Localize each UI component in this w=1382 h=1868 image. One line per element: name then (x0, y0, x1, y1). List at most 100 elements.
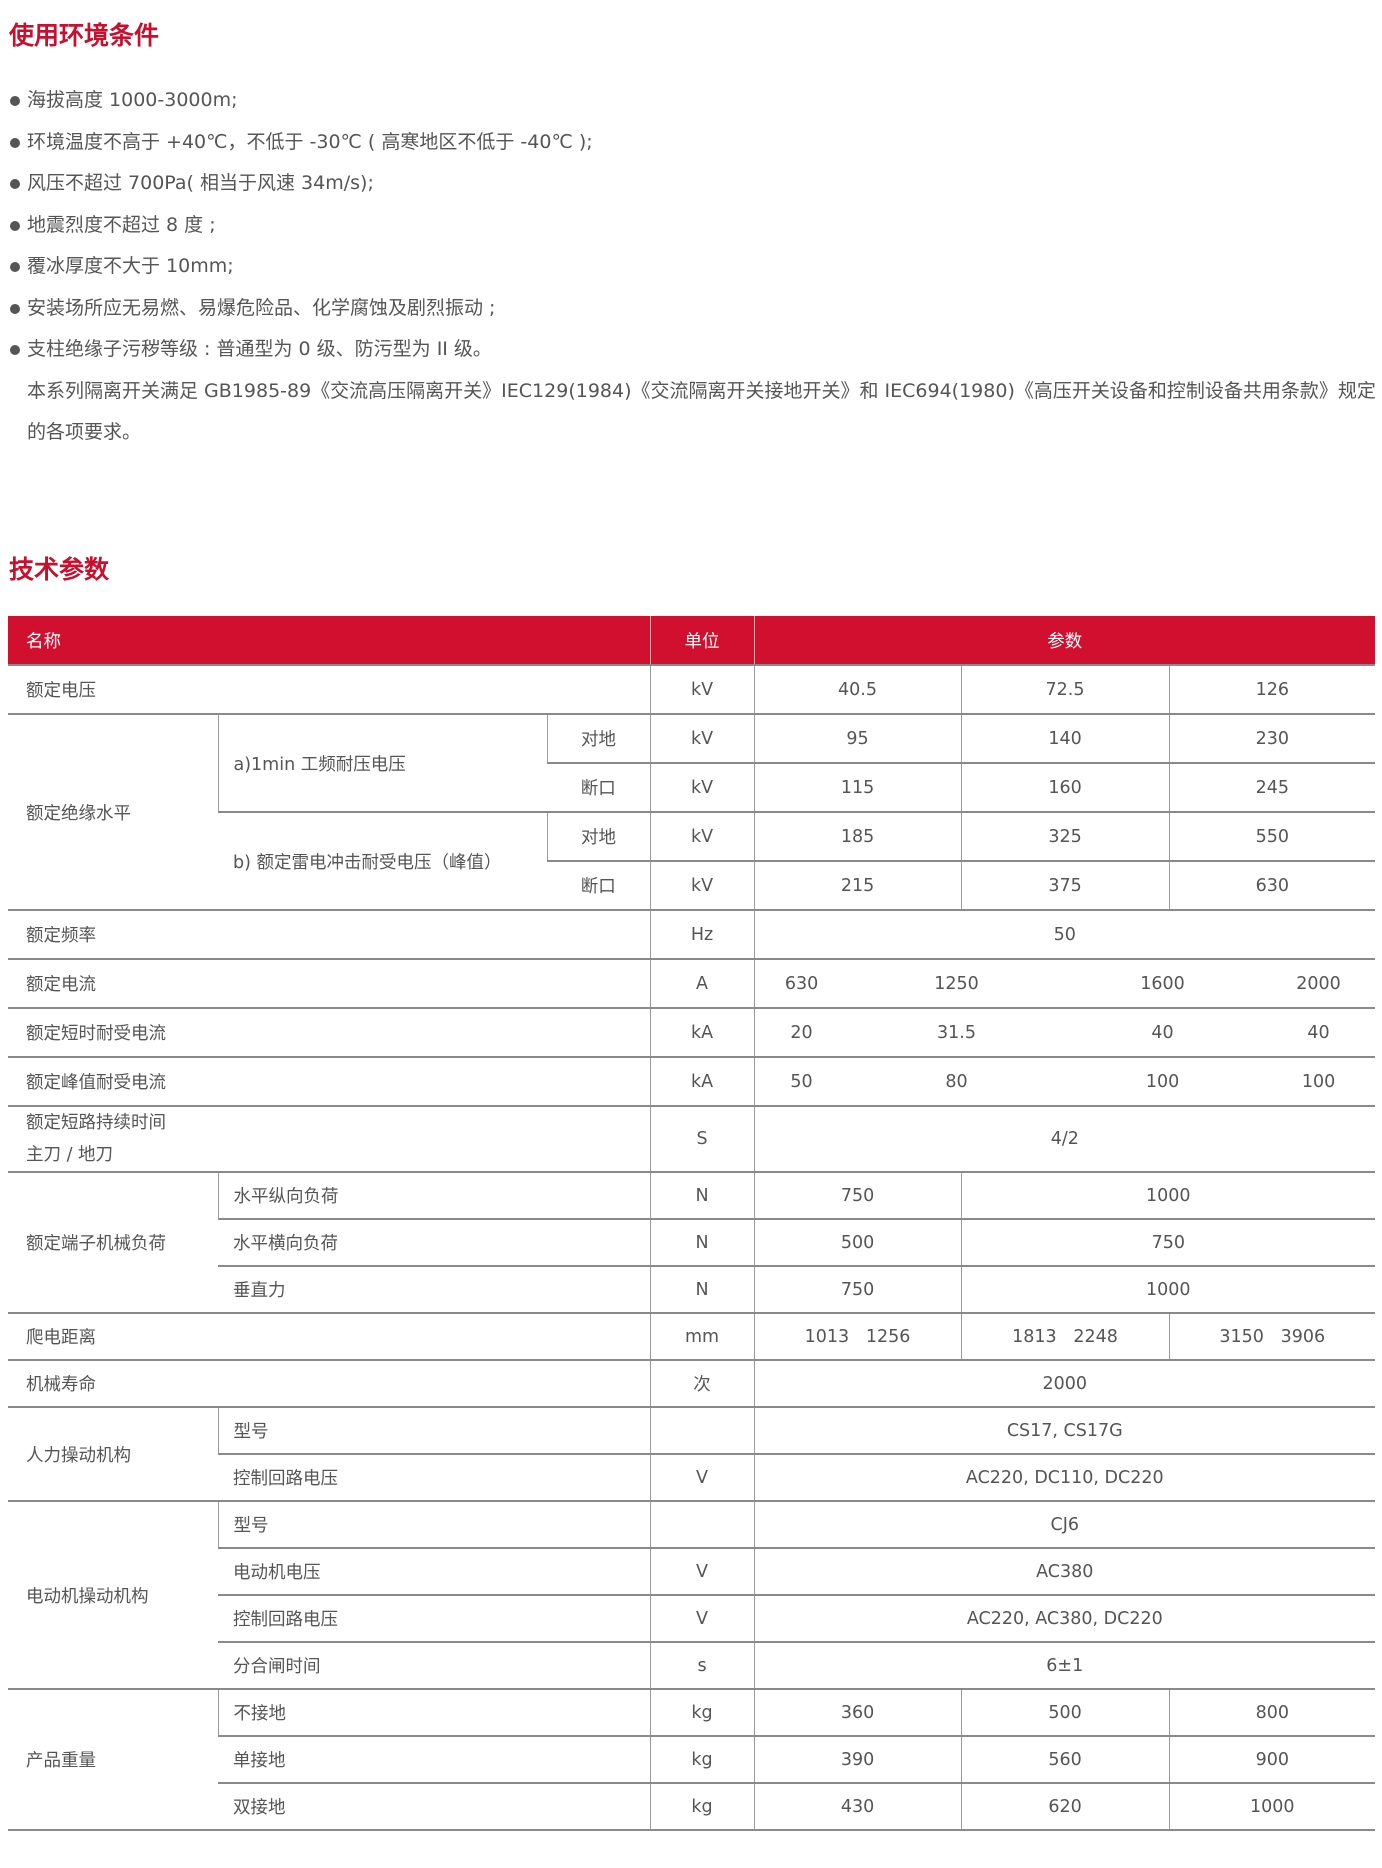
unit: kg (649, 1736, 755, 1784)
label-line: 主刀 / 地刀 (26, 1145, 114, 1165)
value: 800 (1168, 1689, 1376, 1737)
value: 40 (1307, 1022, 1330, 1043)
label-line: 额定短路持续时间 (26, 1113, 166, 1133)
row-label: 产品重量 (8, 1689, 218, 1831)
row-label: 机械寿命 (8, 1360, 651, 1408)
sub-label: 断口 (547, 861, 651, 911)
sub-label: a)1min 工频耐压电压 (217, 714, 547, 813)
value: 185 (753, 812, 962, 862)
value: 900 (1168, 1736, 1376, 1784)
sub-label: 单接地 (218, 1736, 651, 1784)
sub-label: 型号 (217, 1407, 651, 1455)
unit: V (649, 1595, 755, 1643)
unit: kA (649, 1057, 755, 1107)
list-item: 覆冰厚度不大于 10mm; (9, 246, 1379, 288)
list-item: 安装场所应无易燃、易爆危险品、化学腐蚀及剧烈振动 ; (9, 288, 1379, 330)
table-row: 垂直力 N 750 1000 (8, 1266, 1376, 1314)
table-row: 控制回路电压 V AC220, AC380, DC220 (8, 1595, 1376, 1643)
sub-label: 控制回路电压 (218, 1595, 651, 1643)
value: 100 (1145, 1071, 1180, 1092)
sub-label: 水平横向负荷 (218, 1219, 651, 1267)
unit: S (649, 1106, 755, 1173)
table-row: 额定短时耐受电流 kA 20 31.5 40 40 (8, 1008, 1376, 1058)
table-row: 分合闸时间 s 6±1 (8, 1642, 1376, 1690)
table-row: 人力操动机构 型号 CS17, CS17G (8, 1407, 1376, 1502)
spec-table: 名称 单位 参数 额定电压 kV 40.5 72.5 126 额定绝缘水平 a)… (8, 616, 1376, 1831)
table-row: 双接地 kg 430 620 1000 (8, 1783, 1376, 1831)
table-row: 额定频率 Hz 50 (8, 910, 1376, 960)
header-params: 参数 (753, 616, 1376, 666)
unit: V (649, 1548, 755, 1596)
unit: kg (649, 1783, 755, 1831)
value: 620 (960, 1783, 1170, 1831)
table-row: 额定电压 kV 40.5 72.5 126 (8, 665, 1376, 715)
value: 3150 3906 (1168, 1313, 1376, 1361)
table-header: 名称 单位 参数 (8, 616, 1376, 666)
sub-label: 分合闸时间 (218, 1642, 651, 1690)
value: 1000 (960, 1266, 1376, 1314)
row-label: 额定短时耐受电流 (8, 1008, 651, 1058)
list-item: 环境温度不高于 +40℃，不低于 -30℃ ( 高寒地区不低于 -40℃ ); (9, 122, 1379, 164)
table-row: 额定峰值耐受电流 kA 50 80 100 100 (8, 1057, 1376, 1107)
table-row: 单接地 kg 390 560 900 (8, 1736, 1376, 1784)
value: 550 (1168, 812, 1376, 862)
table-row: 产品重量 不接地 kg 360 500 800 (8, 1689, 1376, 1831)
unit: N (649, 1266, 755, 1314)
row-label: 额定端子机械负荷 (8, 1172, 218, 1314)
value: 126 (1168, 665, 1376, 715)
unit: s (649, 1642, 755, 1690)
row-label: 额定频率 (8, 910, 651, 960)
unit: kV (649, 861, 755, 911)
standards-note: 本系列隔离开关满足 GB1985-89《交流高压隔离开关》IEC129(1984… (27, 379, 1376, 444)
value: 4/2 (753, 1106, 1376, 1173)
value: 375 (960, 861, 1170, 911)
sub-label: 断口 (547, 763, 651, 813)
unit: kV (649, 763, 755, 813)
value: 390 (753, 1736, 962, 1784)
table-row: 机械寿命 次 2000 (8, 1360, 1376, 1408)
sub-label: 电动机电压 (218, 1548, 651, 1596)
value: 72.5 (960, 665, 1170, 715)
sub-label: 双接地 (218, 1783, 651, 1831)
table-row: 额定绝缘水平 a)1min 工频耐压电压 对地 kV 95 140 230 (8, 714, 1376, 911)
value: 100 (1301, 1071, 1336, 1092)
sub-label: 型号 (217, 1501, 651, 1549)
unit: Hz (649, 910, 755, 960)
table-row: 控制回路电压 V AC220, DC110, DC220 (8, 1454, 1376, 1502)
sub-label: 垂直力 (218, 1266, 651, 1314)
value: 50 (790, 1071, 813, 1092)
value: 80 (945, 1071, 968, 1092)
value: 1000 (1168, 1783, 1376, 1831)
sub-label: 不接地 (217, 1689, 651, 1737)
sub-label: 水平纵向负荷 (217, 1172, 651, 1220)
unit (649, 1501, 755, 1549)
value: 2000 (1296, 973, 1341, 994)
value: 40 (1151, 1022, 1174, 1043)
row-label: 额定绝缘水平 (8, 714, 218, 911)
value: 560 (960, 1736, 1170, 1784)
table-row: 额定短路持续时间 主刀 / 地刀 S 4/2 (8, 1106, 1376, 1173)
unit: kg (649, 1689, 755, 1737)
value: AC220, DC110, DC220 (753, 1454, 1376, 1502)
value: 215 (753, 861, 962, 911)
unit: V (649, 1454, 755, 1502)
value: 95 (753, 714, 962, 764)
value: 750 (753, 1172, 962, 1220)
value: 1000 (960, 1172, 1376, 1220)
list-item: 地震烈度不超过 8 度 ; (9, 205, 1379, 247)
value: 31.5 (937, 1022, 976, 1043)
value: CS17, CS17G (753, 1407, 1376, 1455)
row-label: 额定电压 (8, 665, 651, 715)
unit: mm (649, 1313, 755, 1361)
value: 1250 (934, 973, 979, 994)
list-item: 海拔高度 1000-3000m; (9, 80, 1379, 122)
value: 245 (1168, 763, 1376, 813)
env-list: 海拔高度 1000-3000m; 环境温度不高于 +40℃，不低于 -30℃ (… (9, 80, 1379, 454)
table-row: 电动机电压 V AC380 (8, 1548, 1376, 1596)
value: 1600 (1140, 973, 1185, 994)
value: 140 (960, 714, 1170, 764)
table-row: 断口 kV 215 375 630 (8, 861, 1376, 911)
value: AC220, AC380, DC220 (753, 1595, 1376, 1643)
env-title: 使用环境条件 (9, 21, 160, 50)
row-label: 人力操动机构 (8, 1407, 218, 1502)
